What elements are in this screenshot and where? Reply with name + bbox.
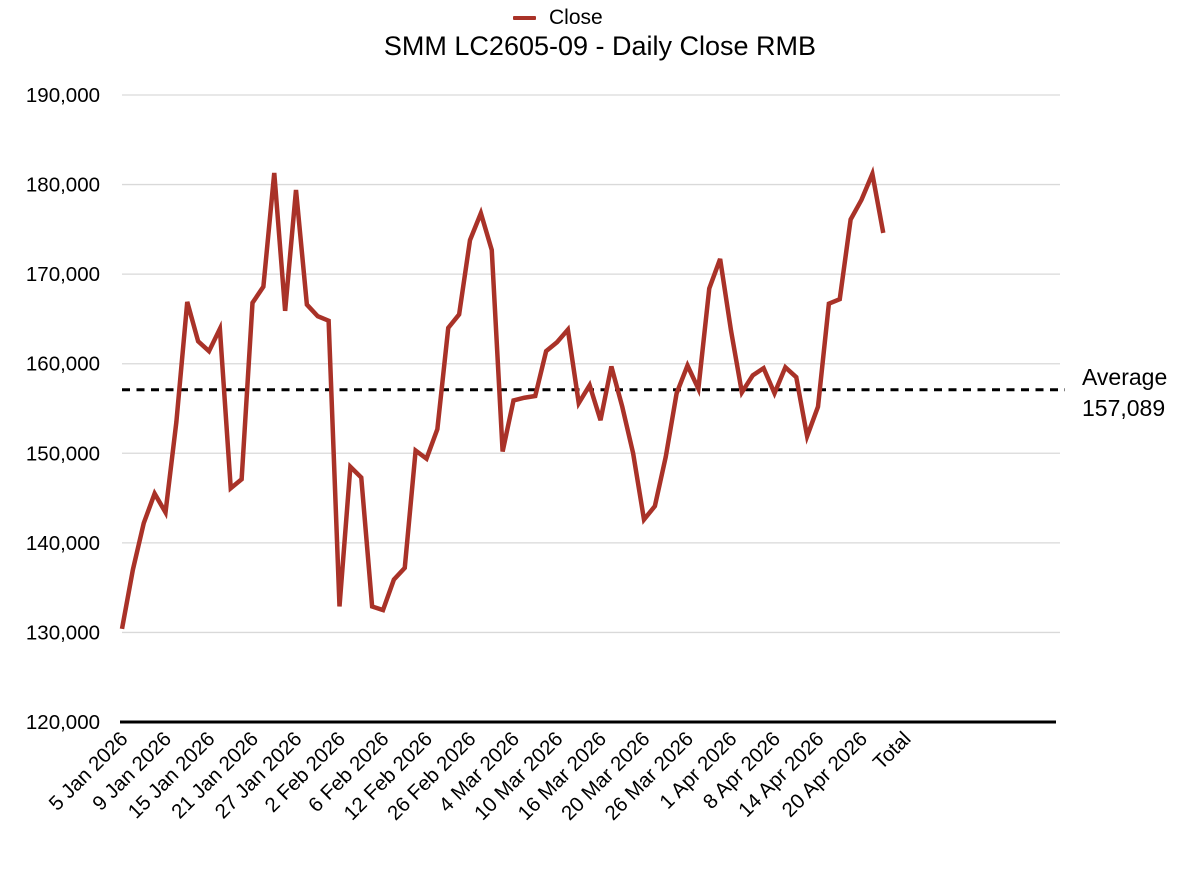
legend-close-swatch [513,16,536,20]
legend-close-label: Close [549,6,603,29]
y-axis-tick-label: 190,000 [26,84,100,107]
y-axis-tick-label: 150,000 [26,442,100,465]
average-annotation-value: 157,089 [1082,395,1166,421]
y-axis-tick-label: 120,000 [26,711,100,734]
close-series-line [119,165,886,630]
y-axis-tick-label: 160,000 [26,353,100,376]
average-annotation: Average 157,089 [1082,362,1167,424]
y-axis-tick-label: 140,000 [26,532,100,555]
x-axis-tick-label: Total [869,727,916,774]
y-axis-tick-label: 170,000 [26,263,100,286]
y-axis-tick-label: 130,000 [26,621,100,644]
average-annotation-text: Average [1082,364,1168,390]
chart-title: SMM LC2605-09 - Daily Close RMB [383,31,817,61]
legend: Close [513,6,603,30]
legend-item-close[interactable]: Close [513,6,603,30]
y-axis-tick-label: 180,000 [26,174,100,197]
